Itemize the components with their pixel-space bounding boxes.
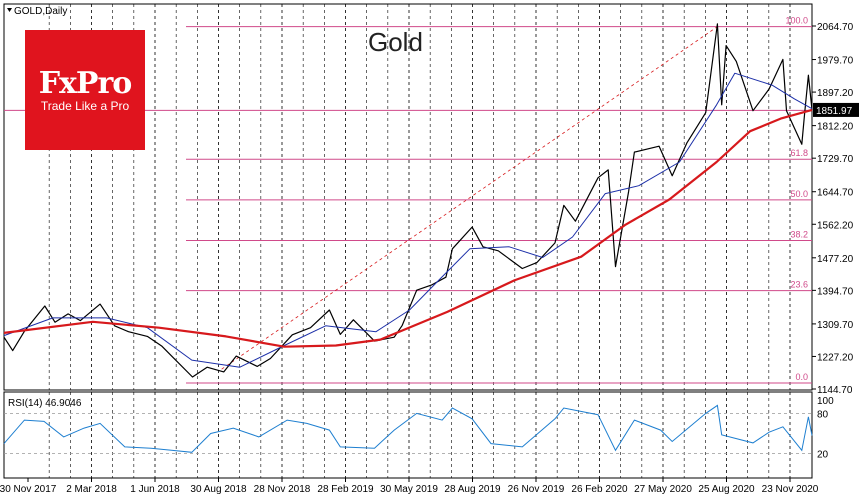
price-tick-label: 1812.20 [817,122,854,133]
price-tick-label: 1644.70 [817,188,854,199]
fxpro-logo: FxPro Trade Like a Pro [25,30,145,150]
time-tick-label: 28 Nov 2018 [254,484,311,495]
current-price-label: 1851.97 [816,106,853,117]
price-tick-label: 1897.20 [817,88,854,99]
rsi-label: RSI(14) 46.9046 [8,398,82,409]
fib-level-label: 38.2 [790,230,808,240]
rsi-pane-frame [3,391,813,479]
time-tick-label: 25 Aug 2020 [698,484,755,495]
chart-title: Gold [368,27,423,57]
time-tick-label: 28 Feb 2019 [317,484,374,495]
time-tick-label: 2 Mar 2018 [66,484,117,495]
rsi-axis-upper: 80 [817,409,829,420]
logo-brand: FxPro [38,66,133,101]
main-pane-frame [3,3,813,391]
price-tick-label: 1729.70 [817,154,854,165]
price-tick-label: 1227.20 [817,352,854,363]
price-tick-label: 1562.20 [817,220,854,231]
price-tick-label: 1394.70 [817,286,854,297]
caption-triangle-icon [7,8,12,12]
time-tick-label: 30 Nov 2017 [0,484,57,495]
fib-level-label: 61.8 [790,148,808,158]
time-tick-label: 30 Aug 2018 [190,484,247,495]
time-tick-label: 28 Aug 2019 [444,484,501,495]
time-tick-label: 23 Nov 2020 [762,484,819,495]
time-tick-label: 1 Jun 2018 [130,484,180,495]
time-tick-label: 26 Nov 2019 [508,484,565,495]
time-tick-label: 30 May 2019 [380,484,438,495]
rsi-line [3,404,813,453]
fib-level-label: 23.6 [790,280,808,290]
rsi-axis-max: 100 [817,396,834,407]
time-tick-label: 27 May 2020 [634,484,692,495]
trendline [221,26,718,370]
rsi-axis-lower: 20 [817,450,829,461]
time-tick-label: 26 Feb 2020 [571,484,628,495]
ma200-line [3,108,813,348]
logo-tagline: Trade Like a Pro [40,99,130,113]
fib-level-label: 0.0 [795,372,808,382]
ma50-line [3,72,813,368]
current-price-box [813,102,859,117]
price-tick-label: 1979.70 [817,56,854,67]
fib-level-label: 50.0 [790,189,808,199]
price-tick-label: 1309.70 [817,320,854,331]
price-tick-label: 2064.70 [817,22,854,33]
price-tick-label: 1144.70 [817,385,853,396]
price-tick-label: 1477.20 [817,254,854,265]
window-caption: GOLD,Daily [14,6,67,17]
fib-level-label: 100.0 [785,16,808,26]
